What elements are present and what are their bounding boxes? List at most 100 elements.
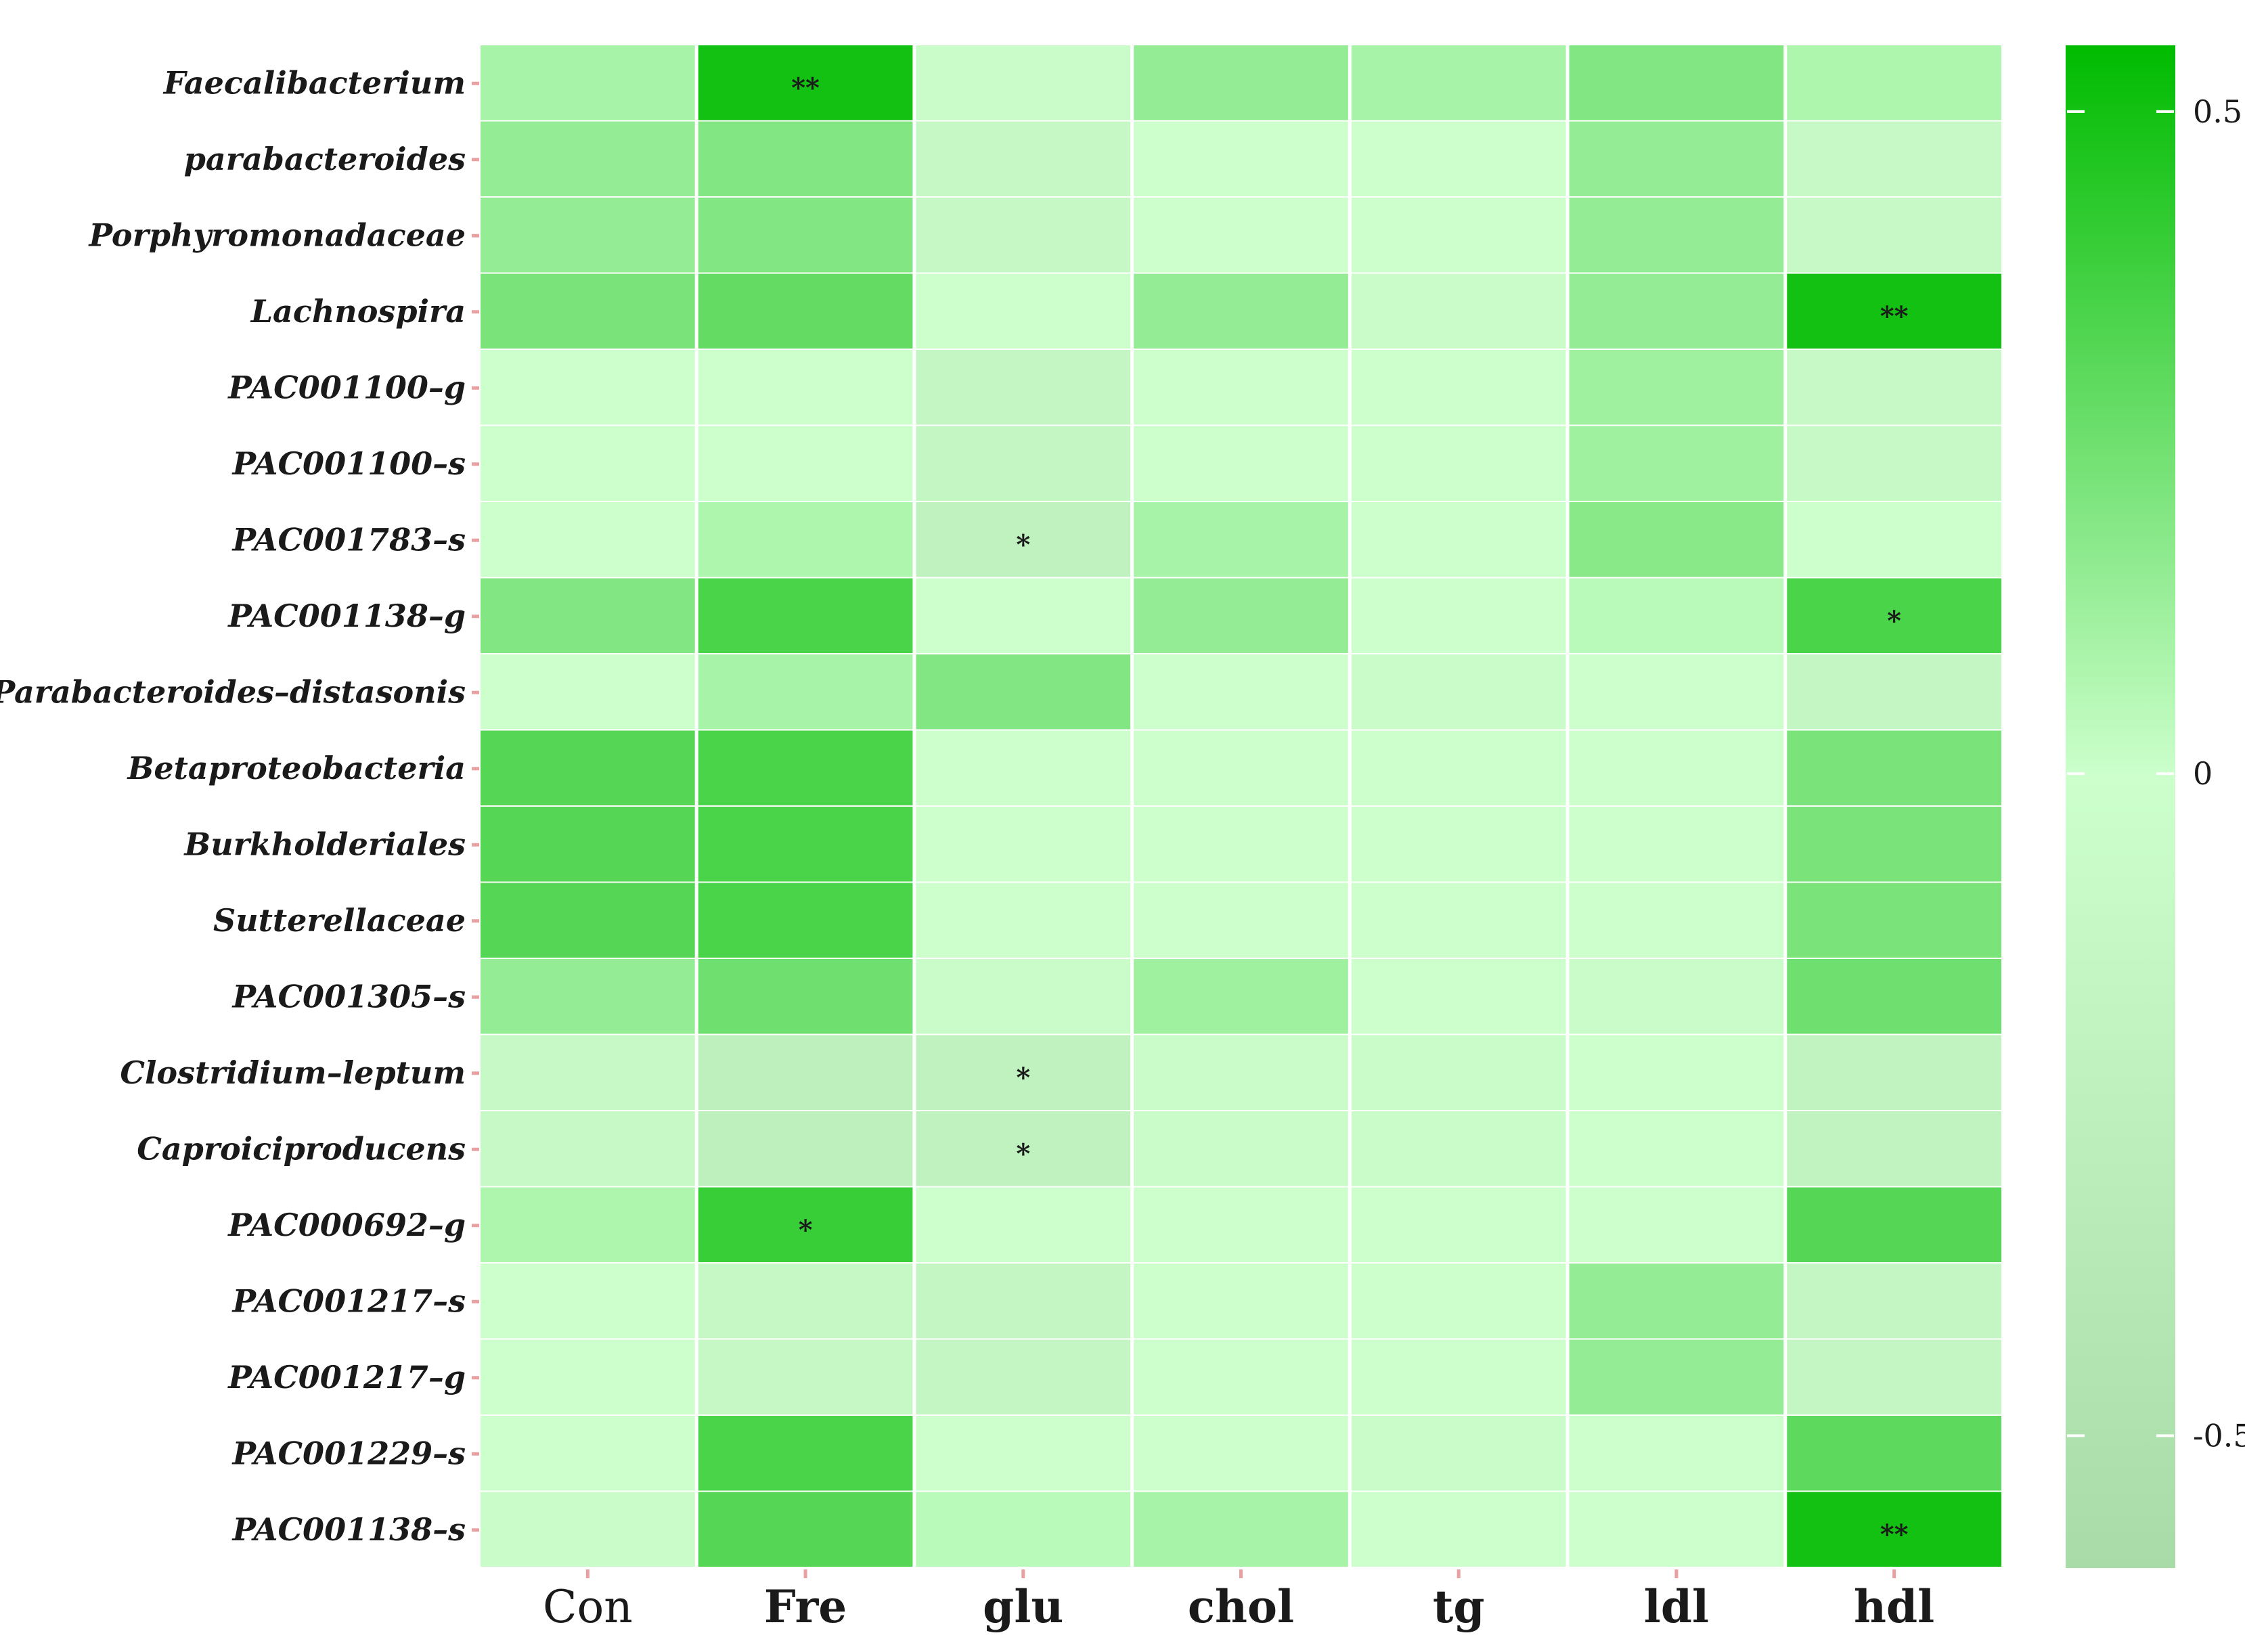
heatmap-cell	[1569, 45, 1784, 120]
heatmap-cell	[1134, 959, 1348, 1034]
heatmap-cell	[698, 959, 913, 1034]
heatmap-cell	[481, 959, 695, 1034]
heatmap-cell	[1351, 121, 1566, 196]
heatmap-cell	[916, 1111, 1131, 1186]
heatmap-cell	[698, 1035, 913, 1110]
heatmap-cell	[1134, 1187, 1348, 1262]
heatmap-cell	[1569, 1187, 1784, 1262]
heatmap-cell	[1351, 426, 1566, 501]
row-label: PAC000692–g	[227, 1207, 466, 1243]
heatmap-cell	[481, 730, 695, 805]
significance-marks: ***********	[791, 72, 1908, 1550]
column-label: chol	[1188, 1580, 1294, 1633]
heatmap-cell	[1787, 1339, 2001, 1414]
heatmap-cell	[698, 1264, 913, 1339]
row-label: PAC001100–s	[231, 445, 466, 482]
significance-mark: *	[1016, 1062, 1030, 1094]
row-label: parabacteroides	[184, 141, 466, 177]
heatmap-cell	[1134, 654, 1348, 730]
significance-mark: *	[1016, 1138, 1030, 1169]
color-legend: 0.5 0 -0.5	[2066, 45, 2245, 1568]
heatmap-cell	[1787, 121, 2001, 196]
heatmap-cell	[481, 45, 695, 120]
legend-colorbar	[2066, 45, 2175, 1568]
heatmap-cell	[1569, 1416, 1784, 1491]
heatmap-cell	[1134, 807, 1348, 882]
heatmap-cell	[916, 1416, 1131, 1491]
heatmap-cell	[1569, 502, 1784, 577]
heatmap-cell	[1351, 578, 1566, 653]
heatmap-cell	[481, 1492, 695, 1567]
row-label: Sutterellaceae	[213, 902, 466, 939]
row-label: PAC001100–g	[227, 369, 466, 405]
heatmap-cell	[698, 1339, 913, 1414]
heatmap-cell	[916, 959, 1131, 1034]
row-labels: Faecalibacterium parabacteroides Porphyrom…	[0, 64, 479, 1548]
heatmap-cell	[916, 45, 1131, 120]
heatmap-cell	[1569, 198, 1784, 273]
heatmap-cell	[916, 654, 1131, 730]
heatmap-cell	[1787, 578, 2001, 653]
heatmap-cell	[1351, 654, 1566, 730]
legend-tick-label: 0	[2193, 755, 2213, 792]
heatmap-cell	[1787, 426, 2001, 501]
heatmap-cell	[916, 578, 1131, 653]
heatmap-cell	[1787, 273, 2001, 349]
row-label: PAC001138–g	[227, 598, 466, 634]
heatmap-cell	[916, 1035, 1131, 1110]
heatmap-cell	[1351, 883, 1566, 958]
heatmap-cell	[481, 426, 695, 501]
row-label: Porphyromonadaceae	[88, 217, 466, 253]
heatmap-cell	[481, 1035, 695, 1110]
heatmap-cell	[481, 1416, 695, 1491]
heatmap-cell	[1351, 45, 1566, 120]
heatmap-cell	[698, 730, 913, 805]
heatmap-cell	[916, 807, 1131, 882]
heatmap-cell	[1787, 1264, 2001, 1339]
heatmap-cell	[916, 1187, 1131, 1262]
heatmap-cell	[1134, 730, 1348, 805]
significance-mark: *	[1887, 605, 1901, 637]
heatmap-cell	[481, 883, 695, 958]
heatmap-cell	[916, 1264, 1131, 1339]
row-label: Parabacteroides–distasonis	[0, 673, 466, 710]
heatmap-cell	[698, 273, 913, 349]
heatmap-cell	[916, 1492, 1131, 1567]
heatmap-cell	[698, 1416, 913, 1491]
heatmap-cell	[1134, 1264, 1348, 1339]
heatmap-cell	[481, 807, 695, 882]
legend-tick-label: -0.5	[2193, 1417, 2245, 1454]
heatmap-cell	[1569, 1035, 1784, 1110]
heatmap-cell	[1351, 730, 1566, 805]
row-label: Burkholderiales	[183, 826, 466, 862]
row-label: Faecalibacterium	[162, 64, 466, 101]
row-label: PAC001783–s	[231, 521, 466, 558]
heatmap-cell	[1351, 350, 1566, 425]
heatmap-cell	[916, 502, 1131, 577]
heatmap-cell	[1569, 959, 1784, 1034]
heatmap-cell	[1134, 45, 1348, 120]
row-label: PAC001138–s	[231, 1511, 466, 1548]
heatmap-cell	[1134, 426, 1348, 501]
heatmap-cell	[481, 1187, 695, 1262]
row-label: PAC001217–g	[227, 1359, 466, 1396]
heatmap-cell	[481, 273, 695, 349]
heatmap-cells	[481, 45, 2001, 1567]
heatmap-cell	[1351, 502, 1566, 577]
heatmap-cell	[481, 1111, 695, 1186]
heatmap-cell	[1351, 1111, 1566, 1186]
heatmap-cell	[1569, 273, 1784, 349]
row-label: Clostridium–leptum	[120, 1054, 466, 1091]
column-label: Con	[543, 1581, 633, 1633]
heatmap-cell	[1134, 273, 1348, 349]
heatmap-cell	[698, 1492, 913, 1567]
heatmap-cell	[1351, 1339, 1566, 1414]
significance-mark: *	[1016, 529, 1030, 560]
heatmap-cell	[916, 426, 1131, 501]
heatmap-cell	[1134, 121, 1348, 196]
column-label: ldl	[1644, 1580, 1709, 1633]
heatmap-cell	[1351, 1264, 1566, 1339]
heatmap-cell	[916, 1339, 1131, 1414]
